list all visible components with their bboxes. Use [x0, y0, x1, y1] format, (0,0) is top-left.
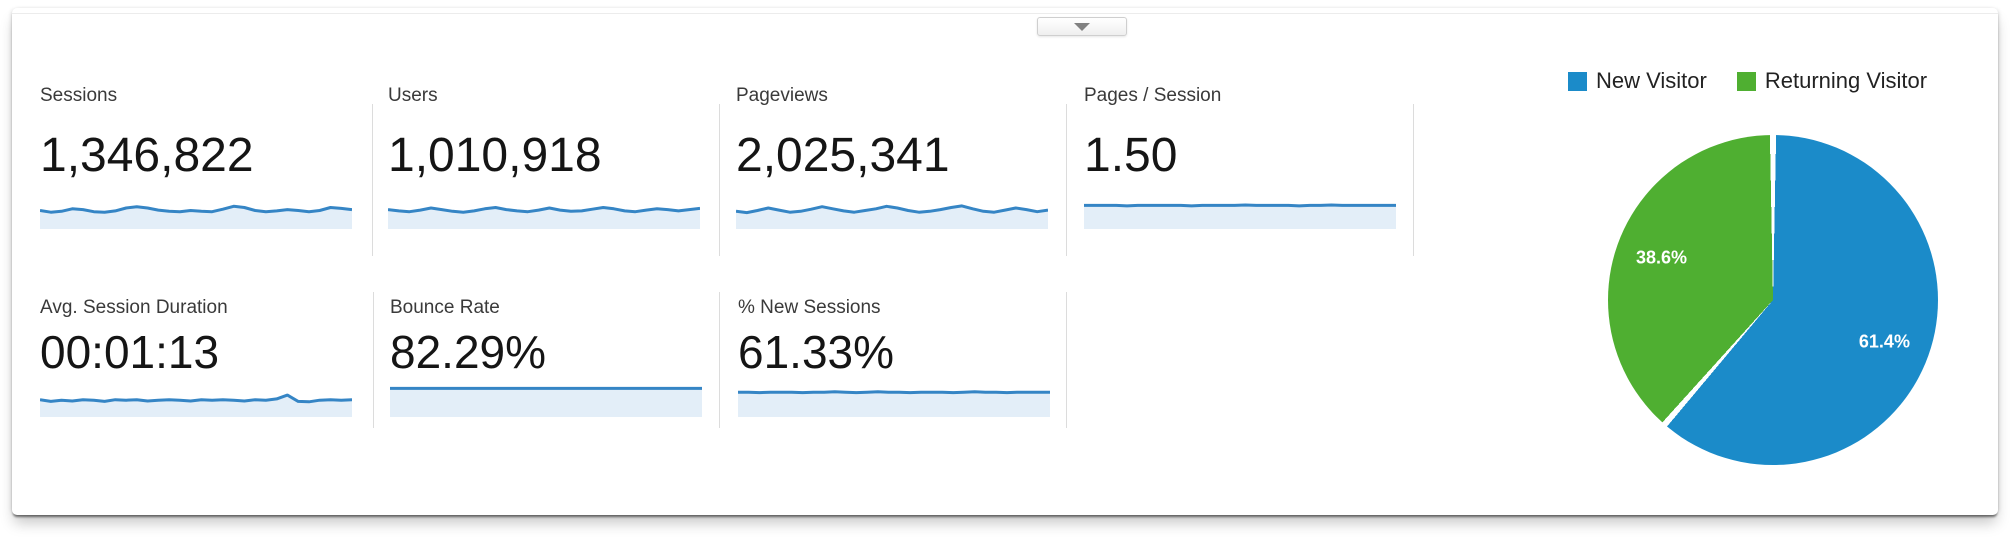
analytics-overview-panel: Sessions 1,346,822 Users 1,010,918 Pageviews…: [12, 8, 1998, 515]
metric-sparkline: [390, 386, 702, 417]
visitor-type-pie-chart: 61.4% 38.6%: [1608, 135, 1938, 465]
metric-sparkline: [738, 390, 1050, 417]
metric-sparkline: [40, 393, 352, 417]
legend-swatch-icon: [1568, 71, 1587, 91]
metric-value: 2,025,341: [736, 129, 950, 182]
metric-avg-session-duration[interactable]: Avg. Session Duration 00:01:13: [40, 296, 356, 417]
metric-value: 1,346,822: [40, 129, 254, 182]
collapse-widget-button[interactable]: [1037, 17, 1127, 36]
metric-bounce-rate[interactable]: Bounce Rate 82.29%: [390, 296, 706, 417]
metric-divider: [1066, 104, 1067, 256]
metric-label: Pageviews: [736, 85, 828, 106]
metric-label: Sessions: [40, 85, 118, 106]
metric-value: 1.50: [1084, 129, 1178, 182]
legend-item-new-visitor: New Visitor: [1568, 68, 1707, 94]
metric-pageviews[interactable]: Pageviews 2,025,341: [736, 84, 1052, 229]
pie-slice-label: 38.6%: [1636, 247, 1688, 268]
metric-sessions[interactable]: Sessions 1,346,822: [40, 84, 356, 229]
pie-legend: New Visitor Returning Visitor: [1568, 68, 1927, 94]
metric-divider: [373, 292, 374, 428]
metric-value: 00:01:13: [40, 326, 220, 378]
metric-label: % New Sessions: [738, 297, 881, 318]
legend-label: New Visitor: [1596, 68, 1707, 93]
pie-slice-label: 61.4%: [1858, 331, 1910, 352]
metric-pages-per-session[interactable]: Pages / Session 1.50: [1084, 84, 1400, 229]
metric-divider: [1066, 292, 1067, 428]
metric-divider: [719, 292, 720, 428]
metric-sparkline: [388, 206, 700, 229]
metric-divider: [1413, 104, 1414, 256]
metric-label: Pages / Session: [1084, 85, 1222, 106]
metric-label: Avg. Session Duration: [40, 297, 228, 318]
metric-value: 61.33%: [738, 326, 895, 378]
legend-item-returning-visitor: Returning Visitor: [1736, 68, 1928, 94]
panel-top-divider: [12, 13, 1998, 14]
metric-value: 1,010,918: [388, 129, 602, 182]
metric-sparkline: [40, 204, 352, 229]
metric-label: Bounce Rate: [390, 297, 500, 318]
metric-divider: [719, 104, 720, 256]
metric-sparkline: [736, 204, 1048, 229]
legend-label: Returning Visitor: [1764, 68, 1928, 93]
metric-users[interactable]: Users 1,010,918: [388, 84, 704, 229]
metric-label: Users: [388, 85, 438, 106]
legend-swatch-icon: [1736, 71, 1756, 91]
metric-pct-new-sessions[interactable]: % New Sessions 61.33%: [738, 296, 1054, 417]
triangle-down-icon: [1074, 22, 1090, 31]
metric-value: 82.29%: [390, 326, 547, 378]
metric-sparkline: [1084, 203, 1396, 229]
metric-divider: [372, 104, 373, 256]
